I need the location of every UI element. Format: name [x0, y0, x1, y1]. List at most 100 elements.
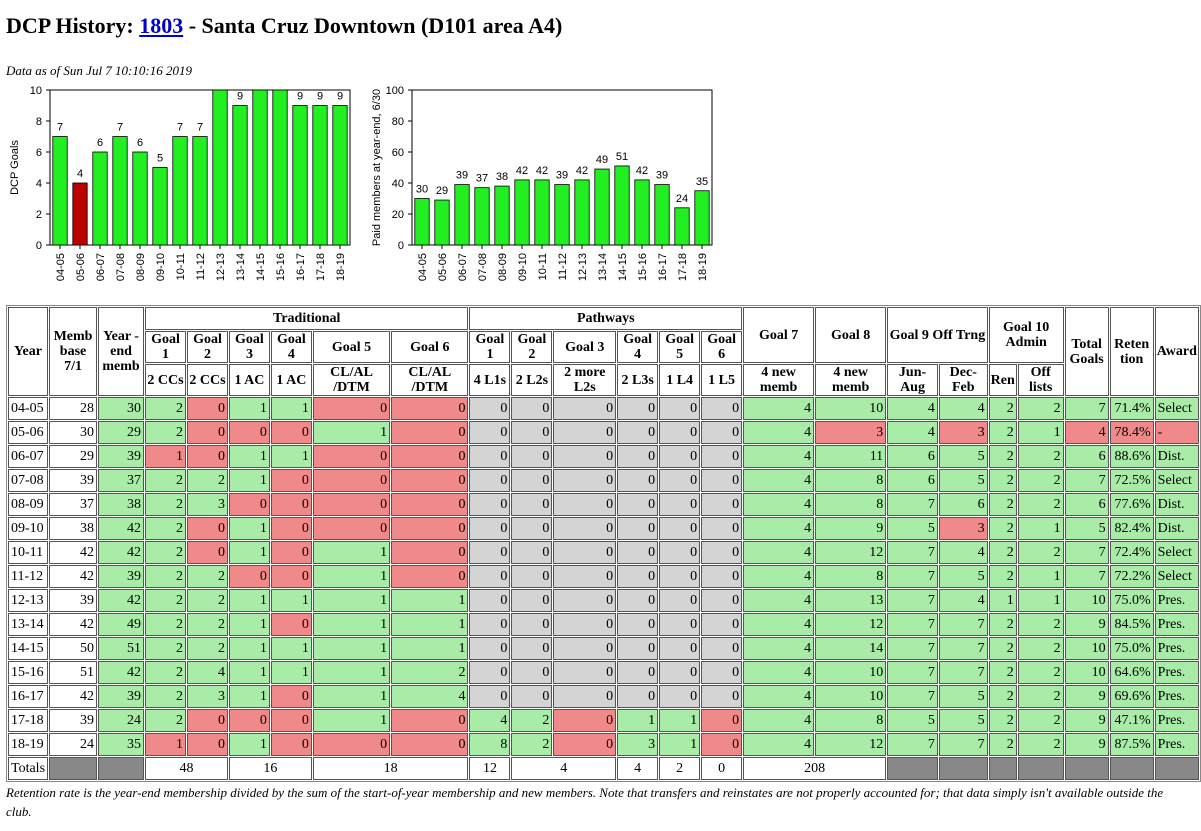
table-cell: 88.6%	[1109, 445, 1154, 468]
table-cell: 6	[1064, 493, 1109, 516]
bar	[454, 184, 470, 246]
x-tick-label: 11-12	[195, 253, 207, 280]
table-cell: 7	[887, 565, 938, 588]
table-cell: 1	[659, 733, 701, 756]
bar-value-label: 7	[197, 122, 203, 134]
award-cell: Pres.	[1154, 709, 1199, 732]
table-cell: 0	[553, 637, 617, 660]
x-tick-label: 15-16	[275, 253, 287, 281]
table-cell: 2	[988, 733, 1017, 756]
x-tick-label: 04-05	[417, 253, 429, 281]
table-cell: 1	[228, 397, 270, 420]
y-tick-label: 4	[36, 178, 42, 190]
bar	[92, 151, 108, 246]
table-cell: 0	[186, 709, 228, 732]
table-cell: 0	[228, 709, 270, 732]
table-cell: 0	[701, 589, 743, 612]
table-cell: 0	[391, 517, 469, 540]
x-tick-label: 05-06	[437, 253, 449, 281]
year-cell: 06-07	[8, 445, 49, 468]
table-cell: 1	[988, 589, 1017, 612]
totals-blank	[1109, 757, 1154, 780]
header-total-goals: Total Goals	[1064, 307, 1109, 396]
table-cell: 1	[228, 445, 270, 468]
award-cell: Pres.	[1154, 661, 1199, 684]
table-cell: 0	[553, 565, 617, 588]
table-cell: 8	[815, 565, 887, 588]
table-cell: 2	[1017, 493, 1064, 516]
header-path-sub: 4 L1s	[469, 364, 511, 396]
table-cell: 1	[228, 469, 270, 492]
table-cell: 0	[469, 397, 511, 420]
totals-blank	[938, 757, 988, 780]
table-cell: 3	[617, 733, 659, 756]
bar-value-label: 9	[237, 91, 243, 103]
header-goal10: Goal 10 Admin	[988, 307, 1064, 363]
totals-blank	[988, 757, 1017, 780]
x-tick-label: 13-14	[597, 253, 609, 281]
table-cell: 4	[887, 421, 938, 444]
table-row: 08-09 37 38 2 3 0 0 0 0 0 0 0 0 0 0 4 8 7 6 2 2 6 77.6% Dist.	[8, 493, 1199, 516]
table-cell: 0	[270, 709, 312, 732]
table-cell: 1	[391, 589, 469, 612]
header-path-sub: 1 L4	[659, 364, 701, 396]
bar-value-label: 7	[177, 122, 183, 134]
header-trad-sub: CL/AL /DTM	[391, 364, 469, 396]
header-path-goal: Goal 5	[659, 331, 701, 363]
table-cell: 0	[469, 493, 511, 516]
x-tick-label: 18-19	[335, 253, 347, 281]
table-row: 15-16 51 42 2 4 1 1 1 2 0 0 0 0 0 0 4 10 7 7 2 2 10 64.6% Pres.	[8, 661, 1199, 684]
table-cell: 1	[617, 709, 659, 732]
table-cell: 42	[49, 685, 98, 708]
club-number-link[interactable]: 1803	[139, 13, 184, 38]
table-cell: 2	[511, 709, 553, 732]
table-cell: 2	[145, 517, 186, 540]
x-tick-label: 12-13	[215, 253, 227, 281]
table-cell: 0	[469, 565, 511, 588]
table-cell: 42	[98, 661, 145, 684]
table-cell: 10	[815, 397, 887, 420]
award-cell: Pres.	[1154, 637, 1199, 660]
header-path-goal: Goal 3	[553, 331, 617, 363]
bar	[312, 105, 328, 246]
table-cell: 24	[98, 709, 145, 732]
table-cell: 0	[469, 541, 511, 564]
table-cell: 5	[1064, 517, 1109, 540]
bar	[232, 105, 248, 246]
table-cell: 29	[98, 421, 145, 444]
header-year: Year	[8, 307, 49, 396]
header-path-goal: Goal 2	[511, 331, 553, 363]
header-trad-sub: 1 AC	[270, 364, 312, 396]
table-cell: 0	[553, 469, 617, 492]
bar-value-label: 5	[157, 153, 163, 165]
bar-value-label: 39	[656, 170, 668, 182]
table-cell: 0	[469, 589, 511, 612]
table-row: 04-05 28 30 2 0 1 1 0 0 0 0 0 0 0 0 4 10 4 4 2 2 7 71.4% Select	[8, 397, 1199, 420]
x-tick-label: 14-15	[617, 253, 629, 281]
year-cell: 11-12	[8, 565, 49, 588]
table-row: 11-12 42 39 2 2 0 0 1 0 0 0 0 0 0 0 4 8 7 5 2 1 7 72.2% Select	[8, 565, 1199, 588]
table-cell: 2	[186, 637, 228, 660]
table-cell: 0	[312, 397, 391, 420]
award-cell: Pres.	[1154, 589, 1199, 612]
table-cell: 0	[511, 661, 553, 684]
bar-value-label: 37	[476, 173, 488, 185]
table-cell: 2	[988, 397, 1017, 420]
award-cell: Pres.	[1154, 733, 1199, 756]
bar-value-label: 35	[696, 176, 708, 188]
table-cell: 29	[49, 445, 98, 468]
header-trad-sub: 1 AC	[228, 364, 270, 396]
bar	[614, 165, 630, 246]
table-cell: 0	[553, 613, 617, 636]
table-cell: 2	[988, 709, 1017, 732]
table-cell: 49	[98, 613, 145, 636]
bar	[554, 184, 570, 246]
bar-value-label: 39	[556, 170, 568, 182]
table-cell: 2	[988, 661, 1017, 684]
table-cell: 7	[938, 637, 988, 660]
table-cell: 0	[511, 397, 553, 420]
bar	[434, 199, 450, 246]
award-cell: Dist.	[1154, 493, 1199, 516]
header-trad-sub: CL/AL /DTM	[312, 364, 391, 396]
y-axis-label: Paid members at year-end, 6/30	[371, 89, 383, 246]
